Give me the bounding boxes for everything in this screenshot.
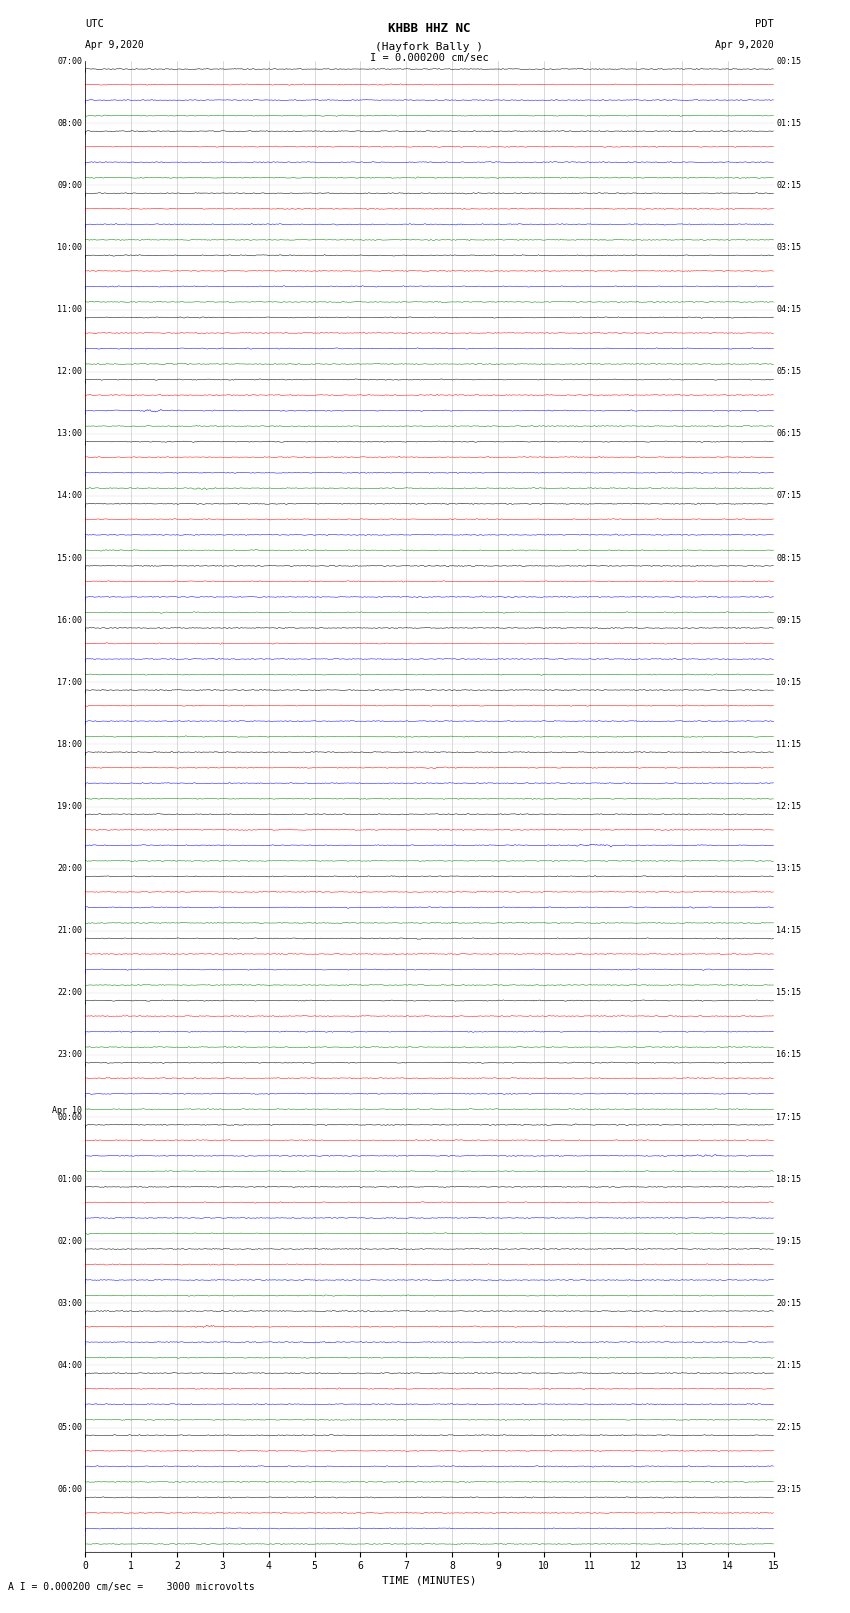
Text: 19:15: 19:15 bbox=[776, 1237, 801, 1245]
Text: 07:00: 07:00 bbox=[58, 56, 82, 66]
Text: 09:00: 09:00 bbox=[58, 181, 82, 190]
Text: 03:00: 03:00 bbox=[58, 1298, 82, 1308]
Text: 17:15: 17:15 bbox=[776, 1113, 801, 1121]
Text: 06:15: 06:15 bbox=[776, 429, 801, 439]
Text: 02:15: 02:15 bbox=[776, 181, 801, 190]
Text: 09:15: 09:15 bbox=[776, 616, 801, 624]
Text: 16:15: 16:15 bbox=[776, 1050, 801, 1060]
Text: 22:00: 22:00 bbox=[58, 989, 82, 997]
Text: KHBB HHZ NC: KHBB HHZ NC bbox=[388, 23, 471, 35]
Text: UTC: UTC bbox=[85, 19, 104, 29]
Text: 14:00: 14:00 bbox=[58, 492, 82, 500]
Text: 23:00: 23:00 bbox=[58, 1050, 82, 1060]
Text: 07:15: 07:15 bbox=[776, 492, 801, 500]
Text: 08:15: 08:15 bbox=[776, 553, 801, 563]
Text: 22:15: 22:15 bbox=[776, 1423, 801, 1432]
Text: 15:00: 15:00 bbox=[58, 553, 82, 563]
Text: 05:00: 05:00 bbox=[58, 1423, 82, 1432]
Text: 06:00: 06:00 bbox=[58, 1486, 82, 1494]
Text: 12:15: 12:15 bbox=[776, 802, 801, 811]
Text: 00:00: 00:00 bbox=[58, 1113, 82, 1121]
Text: 21:00: 21:00 bbox=[58, 926, 82, 936]
Text: 13:15: 13:15 bbox=[776, 865, 801, 873]
Text: 13:00: 13:00 bbox=[58, 429, 82, 439]
Text: Apr 9,2020: Apr 9,2020 bbox=[715, 40, 774, 50]
Text: 03:15: 03:15 bbox=[776, 244, 801, 252]
Text: 12:00: 12:00 bbox=[58, 368, 82, 376]
Text: 05:15: 05:15 bbox=[776, 368, 801, 376]
Text: 23:15: 23:15 bbox=[776, 1486, 801, 1494]
Text: 21:15: 21:15 bbox=[776, 1361, 801, 1369]
Text: 20:00: 20:00 bbox=[58, 865, 82, 873]
Text: A I = 0.000200 cm/sec =    3000 microvolts: A I = 0.000200 cm/sec = 3000 microvolts bbox=[8, 1582, 255, 1592]
Text: 11:15: 11:15 bbox=[776, 740, 801, 748]
Text: 04:15: 04:15 bbox=[776, 305, 801, 315]
Text: (Hayfork Bally ): (Hayfork Bally ) bbox=[375, 42, 484, 52]
Text: 18:15: 18:15 bbox=[776, 1174, 801, 1184]
Text: 18:00: 18:00 bbox=[58, 740, 82, 748]
Text: 00:15: 00:15 bbox=[776, 56, 801, 66]
X-axis label: TIME (MINUTES): TIME (MINUTES) bbox=[382, 1576, 477, 1586]
Text: 15:15: 15:15 bbox=[776, 989, 801, 997]
Text: 04:00: 04:00 bbox=[58, 1361, 82, 1369]
Text: 08:00: 08:00 bbox=[58, 119, 82, 127]
Text: 20:15: 20:15 bbox=[776, 1298, 801, 1308]
Text: 10:15: 10:15 bbox=[776, 677, 801, 687]
Text: 19:00: 19:00 bbox=[58, 802, 82, 811]
Text: Apr 10: Apr 10 bbox=[53, 1107, 82, 1115]
Text: 16:00: 16:00 bbox=[58, 616, 82, 624]
Text: 14:15: 14:15 bbox=[776, 926, 801, 936]
Text: Apr 9,2020: Apr 9,2020 bbox=[85, 40, 144, 50]
Text: 17:00: 17:00 bbox=[58, 677, 82, 687]
Text: 02:00: 02:00 bbox=[58, 1237, 82, 1245]
Text: 10:00: 10:00 bbox=[58, 244, 82, 252]
Text: 11:00: 11:00 bbox=[58, 305, 82, 315]
Text: 01:15: 01:15 bbox=[776, 119, 801, 127]
Text: PDT: PDT bbox=[755, 19, 774, 29]
Text: I = 0.000200 cm/sec: I = 0.000200 cm/sec bbox=[370, 53, 489, 63]
Text: 01:00: 01:00 bbox=[58, 1174, 82, 1184]
